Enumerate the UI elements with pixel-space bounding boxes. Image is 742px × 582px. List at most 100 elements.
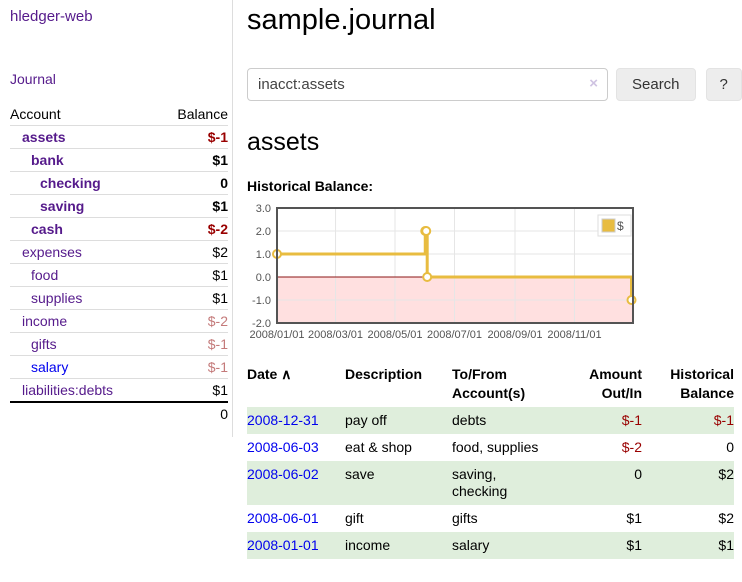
transaction-description: pay off bbox=[345, 412, 387, 428]
transaction-accounts: food, supplies bbox=[452, 439, 539, 455]
account-link[interactable]: food bbox=[31, 267, 59, 283]
transaction-row: 2008-06-02 save saving, checking 0 $2 bbox=[247, 461, 734, 505]
page-title: sample.journal bbox=[247, 4, 436, 36]
account-row: saving $1 bbox=[10, 194, 228, 218]
account-row: supplies $1 bbox=[10, 286, 228, 310]
accounts-table-body: assets $-1 bank $1 checking 0 saving $1 cash $-2 e… bbox=[10, 125, 228, 425]
accounts-table-header-row: Account Balance bbox=[10, 103, 228, 126]
account-link[interactable]: saving bbox=[40, 198, 85, 214]
register-col-header: Historical Balance bbox=[670, 366, 734, 401]
transaction-row: 2008-01-01 income salary $1 $1 bbox=[247, 532, 734, 559]
accounts-header-balance: Balance bbox=[156, 103, 228, 126]
sort-ascending-icon: ∧ bbox=[277, 366, 292, 382]
account-row: salary $-1 bbox=[10, 355, 228, 379]
main-content: sample.journal × Search ? assets Histori… bbox=[247, 0, 742, 559]
transaction-balance: $-1 bbox=[713, 412, 734, 428]
svg-text:2008/09/01: 2008/09/01 bbox=[487, 329, 542, 341]
account-link[interactable]: gifts bbox=[31, 336, 57, 352]
account-balance: $-1 bbox=[156, 355, 228, 379]
account-balance: $1 bbox=[156, 263, 228, 287]
svg-text:$: $ bbox=[617, 219, 624, 233]
account-row: bank $1 bbox=[10, 148, 228, 172]
transaction-description: eat & shop bbox=[345, 439, 412, 455]
register-body: 2008-12-31 pay off debts $-1 $-1 2008-06-03 ea… bbox=[247, 407, 734, 559]
account-link[interactable]: checking bbox=[40, 175, 101, 191]
account-row: expenses $2 bbox=[10, 240, 228, 264]
transaction-balance: $2 bbox=[718, 466, 734, 482]
account-row: food $1 bbox=[10, 263, 228, 287]
register-col-header[interactable]: Date ∧ bbox=[247, 366, 292, 382]
accounts-total-row: 0 bbox=[10, 401, 228, 425]
account-link[interactable]: supplies bbox=[31, 290, 83, 306]
brand-link[interactable]: hledger-web bbox=[10, 8, 93, 25]
register-header: Date ∧ Description To/From Account(s) Amount… bbox=[247, 365, 734, 407]
search-box: × bbox=[247, 68, 608, 101]
account-balance: $1 bbox=[156, 378, 228, 403]
chart-label: Historical Balance: bbox=[247, 178, 374, 194]
account-row: liabilities:debts $1 bbox=[10, 378, 228, 403]
account-balance: $-2 bbox=[156, 217, 228, 241]
account-link[interactable]: liabilities:debts bbox=[22, 382, 114, 398]
svg-text:3.0: 3.0 bbox=[256, 204, 271, 215]
account-link[interactable]: cash bbox=[31, 221, 63, 237]
account-link[interactable]: income bbox=[22, 313, 68, 329]
account-balance: $-1 bbox=[156, 125, 228, 149]
accounts-total-balance: 0 bbox=[156, 401, 228, 425]
svg-text:2008/01/01: 2008/01/01 bbox=[249, 329, 304, 341]
register-col-header: To/From Account(s) bbox=[452, 366, 526, 401]
help-button[interactable]: ? bbox=[705, 68, 742, 101]
transaction-amount: $1 bbox=[626, 510, 642, 526]
transaction-accounts: salary bbox=[452, 537, 490, 553]
transaction-accounts: gifts bbox=[452, 510, 478, 526]
account-link[interactable]: bank bbox=[31, 152, 64, 168]
transaction-accounts: debts bbox=[452, 412, 487, 428]
account-row: checking 0 bbox=[10, 171, 228, 195]
account-link[interactable]: assets bbox=[22, 129, 66, 145]
account-row: gifts $-1 bbox=[10, 332, 228, 356]
transaction-balance: 0 bbox=[726, 439, 734, 455]
account-balance: $1 bbox=[156, 148, 228, 172]
svg-text:-2.0: -2.0 bbox=[252, 318, 271, 330]
journal-link[interactable]: Journal bbox=[10, 71, 56, 87]
transaction-description: gift bbox=[345, 510, 364, 526]
register-col-header: Amount Out/In bbox=[589, 366, 642, 401]
svg-text:-1.0: -1.0 bbox=[252, 295, 271, 307]
svg-text:2.0: 2.0 bbox=[256, 226, 271, 238]
sidebar: hledger-web Journal Account Balance asse… bbox=[0, 0, 233, 437]
account-balance: $-2 bbox=[156, 309, 228, 333]
account-link[interactable]: salary bbox=[31, 359, 69, 375]
transaction-amount: 0 bbox=[634, 466, 642, 482]
transaction-description: save bbox=[345, 466, 375, 482]
account-balance: $1 bbox=[156, 286, 228, 310]
account-row: assets $-1 bbox=[10, 125, 228, 149]
transaction-description: income bbox=[345, 537, 391, 553]
account-row: cash $-2 bbox=[10, 217, 228, 241]
transaction-date-link[interactable]: 2008-06-03 bbox=[247, 439, 319, 455]
account-row: income $-2 bbox=[10, 309, 228, 333]
svg-text:2008/05/01: 2008/05/01 bbox=[367, 329, 422, 341]
transaction-date-link[interactable]: 2008-01-01 bbox=[247, 537, 319, 553]
account-balance: 0 bbox=[156, 171, 228, 195]
transaction-balance: $2 bbox=[718, 510, 734, 526]
transaction-balance: $1 bbox=[718, 537, 734, 553]
register-col-header: Description bbox=[345, 366, 423, 382]
transaction-date-link[interactable]: 2008-06-01 bbox=[247, 510, 319, 526]
svg-text:0.0: 0.0 bbox=[256, 272, 271, 284]
transaction-date-link[interactable]: 2008-06-02 bbox=[247, 466, 319, 482]
clear-search-icon[interactable]: × bbox=[589, 75, 598, 92]
search-button[interactable]: Search bbox=[616, 68, 696, 101]
search-input[interactable] bbox=[247, 68, 608, 101]
transaction-amount: $-2 bbox=[621, 439, 642, 455]
transaction-date-link[interactable]: 2008-12-31 bbox=[247, 412, 319, 428]
svg-text:2008/11/01: 2008/11/01 bbox=[547, 329, 601, 341]
account-balance: $1 bbox=[156, 194, 228, 218]
account-balance: $-1 bbox=[156, 332, 228, 356]
register-table: Date ∧ Description To/From Account(s) Amount… bbox=[247, 365, 734, 559]
accounts-table: Account Balance assets $-1 bank $1 checking 0… bbox=[10, 103, 228, 425]
accounts-header-account: Account bbox=[10, 103, 157, 126]
transaction-row: 2008-06-03 eat & shop food, supplies $-2 0 bbox=[247, 434, 734, 461]
account-link[interactable]: expenses bbox=[22, 244, 82, 260]
svg-text:1.0: 1.0 bbox=[256, 249, 271, 261]
transaction-amount: $-1 bbox=[621, 412, 642, 428]
